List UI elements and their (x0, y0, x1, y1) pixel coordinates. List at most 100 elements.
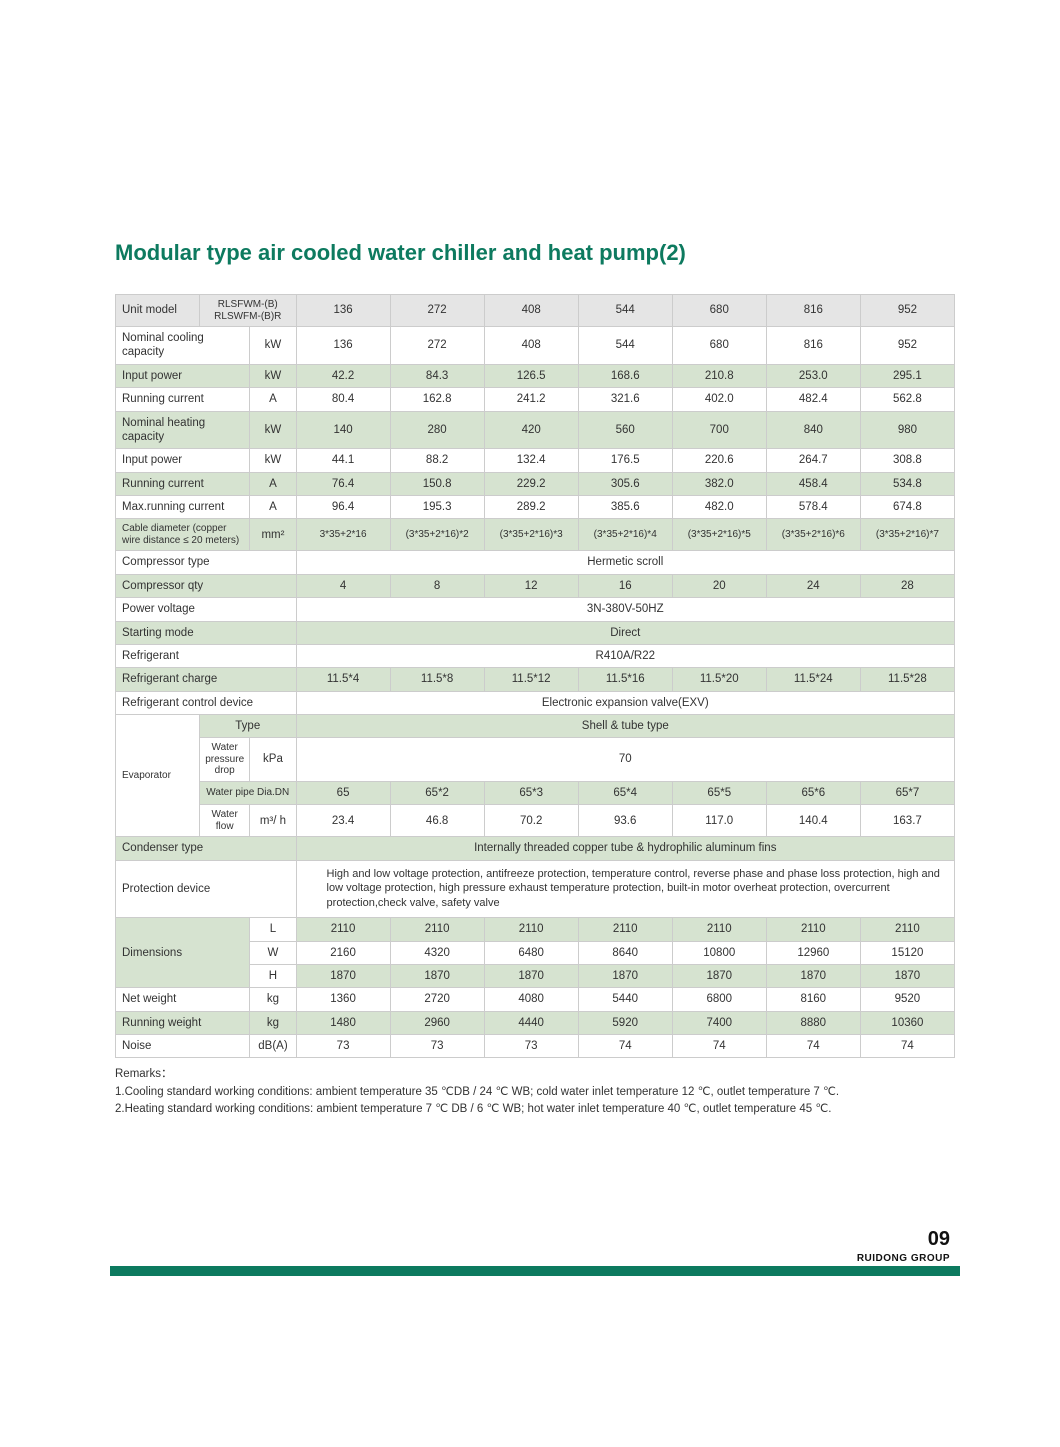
cell: 280 (390, 411, 484, 449)
cell: 482.4 (766, 388, 860, 411)
cell: 140.4 (766, 805, 860, 837)
table-header: Unit model RLSFWM-(B) RLSWFM-(B)R 136 27… (116, 295, 955, 327)
model-col: 272 (390, 295, 484, 327)
cell: (3*35+2*16)*7 (860, 519, 954, 551)
cell: 28 (860, 574, 954, 597)
unit: kPa (250, 738, 296, 782)
table-row: Compressor type Hermetic scroll (116, 551, 955, 574)
cell: 163.7 (860, 805, 954, 837)
table-row: Input power kW 44.188.2132.4176.5220.626… (116, 449, 955, 472)
unit: kg (250, 1011, 296, 1034)
row-label: Cable diameter (copper wire distance ≤ 2… (116, 519, 250, 551)
unit: dB(A) (250, 1035, 296, 1058)
cell-span: 3N-380V-50HZ (296, 598, 954, 621)
cell-span: Direct (296, 621, 954, 644)
table-row: Running current A 80.4162.8241.2321.6402… (116, 388, 955, 411)
cell: 65*5 (672, 781, 766, 804)
cell: 73 (484, 1035, 578, 1058)
unit: A (250, 496, 296, 519)
cell: 402.0 (672, 388, 766, 411)
cell: 176.5 (578, 449, 672, 472)
table-row: Input power kW 42.284.3126.5168.6210.825… (116, 364, 955, 387)
cell: 8160 (766, 988, 860, 1011)
cell: 8640 (578, 941, 672, 964)
row-label: Running current (116, 472, 250, 495)
row-label: Input power (116, 449, 250, 472)
cell: 3*35+2*16 (296, 519, 390, 551)
cell: 210.8 (672, 364, 766, 387)
sub-label: H (250, 964, 296, 987)
remarks-line: 1.Cooling standard working conditions: a… (115, 1084, 955, 1101)
cell: 73 (296, 1035, 390, 1058)
cell: 5440 (578, 988, 672, 1011)
cell: 4080 (484, 988, 578, 1011)
table-row: Nominal heating capacity kW 140280420560… (116, 411, 955, 449)
cell: 272 (390, 327, 484, 365)
cell: 70.2 (484, 805, 578, 837)
model-col: 952 (860, 295, 954, 327)
sub-label: W (250, 941, 296, 964)
table-row: Cable diameter (copper wire distance ≤ 2… (116, 519, 955, 551)
cell: 9520 (860, 988, 954, 1011)
cell: 11.5*12 (484, 668, 578, 691)
unit: kg (250, 988, 296, 1011)
cell: 11.5*4 (296, 668, 390, 691)
table-row: Dimensions L 211021102110211021102110211… (116, 918, 955, 941)
cell: 11.5*8 (390, 668, 484, 691)
sub-label: Type (199, 715, 296, 738)
cell: 65*6 (766, 781, 860, 804)
cell: 4320 (390, 941, 484, 964)
cell: 1360 (296, 988, 390, 1011)
model-col: 680 (672, 295, 766, 327)
cell: 578.4 (766, 496, 860, 519)
cell: 674.8 (860, 496, 954, 519)
cell: 6800 (672, 988, 766, 1011)
model-col: 136 (296, 295, 390, 327)
cell: 15120 (860, 941, 954, 964)
cell: 84.3 (390, 364, 484, 387)
brand-name: RUIDONG GROUP (0, 1253, 1060, 1264)
cell: 11.5*16 (578, 668, 672, 691)
cell: 195.3 (390, 496, 484, 519)
remarks-title: Remarks： (115, 1066, 955, 1083)
cell: 308.8 (860, 449, 954, 472)
cell: 74 (578, 1035, 672, 1058)
cell: 65*3 (484, 781, 578, 804)
unit: kW (250, 411, 296, 449)
cell-span: Hermetic scroll (296, 551, 954, 574)
cell: 2960 (390, 1011, 484, 1034)
cell: 2110 (672, 918, 766, 941)
cell: 2110 (860, 918, 954, 941)
row-label: Running weight (116, 1011, 250, 1034)
cell-span: 70 (296, 738, 954, 782)
cell: 4440 (484, 1011, 578, 1034)
cell: 1480 (296, 1011, 390, 1034)
cell: 65 (296, 781, 390, 804)
model-col: 816 (766, 295, 860, 327)
row-label: Refrigerant charge (116, 668, 297, 691)
cell: 229.2 (484, 472, 578, 495)
table-row: Nominal cooling capacity kW 136 272 408 … (116, 327, 955, 365)
cell: 93.6 (578, 805, 672, 837)
cell: 4 (296, 574, 390, 597)
cell: 952 (860, 327, 954, 365)
cell: 241.2 (484, 388, 578, 411)
table-row: Refrigerant R410A/R22 (116, 644, 955, 667)
cell: 980 (860, 411, 954, 449)
cell: 305.6 (578, 472, 672, 495)
row-label: Compressor qty (116, 574, 297, 597)
table-row: Running current A 76.4150.8229.2305.6382… (116, 472, 955, 495)
table-row: Net weight kg 13602720408054406800816095… (116, 988, 955, 1011)
cell: 11.5*28 (860, 668, 954, 691)
unit: A (250, 388, 296, 411)
cell: 44.1 (296, 449, 390, 472)
unit: m³/ h (250, 805, 296, 837)
table-row: Condenser type Internally threaded coppe… (116, 837, 955, 860)
cell-span: Shell & tube type (296, 715, 954, 738)
row-label: Dimensions (116, 918, 250, 988)
unit: kW (250, 449, 296, 472)
unit-model-label: Unit model (116, 295, 200, 327)
cell: 73 (390, 1035, 484, 1058)
cell-span: High and low voltage protection, antifre… (296, 860, 954, 918)
table-row: Water pipe Dia.DN 6565*265*365*465*565*6… (116, 781, 955, 804)
